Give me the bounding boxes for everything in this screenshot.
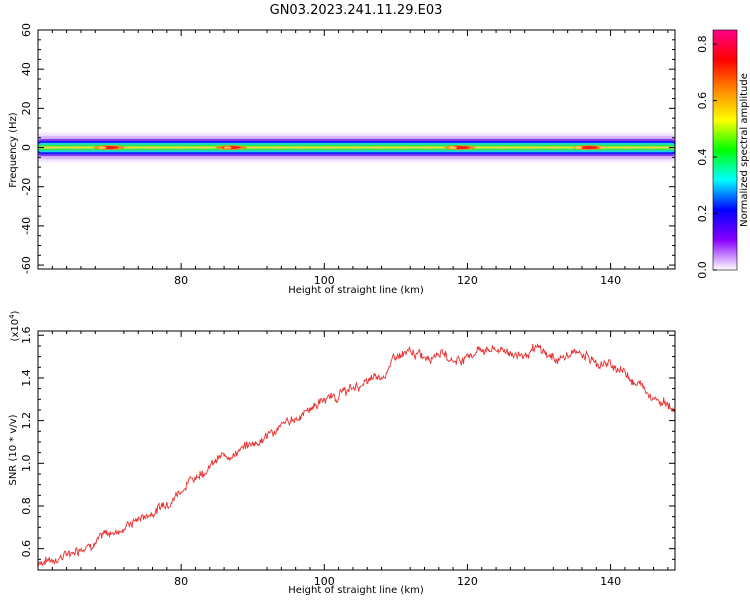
figure-title: GN03.2023.241.11.29.E03 (270, 3, 443, 18)
colorbar-tick-label: 0.6 (696, 92, 709, 110)
band-ripple (98, 146, 107, 149)
y-tick-label: 1.4 (20, 369, 33, 387)
x-tick-label: 120 (457, 575, 478, 588)
spectrogram-heatmap (38, 132, 675, 163)
y-tick-label: -40 (20, 217, 33, 235)
band-ripple (298, 146, 307, 149)
y-tick-label: 1.2 (20, 412, 33, 430)
band-ripple (123, 146, 132, 149)
x-tick-label: 80 (174, 274, 188, 287)
colorbar-label: Normalized spectral amplitude (739, 73, 750, 227)
band-ripple (198, 146, 207, 149)
y-tick-label: 0.6 (20, 540, 33, 558)
snr-y-label: SNR (10 * v/v) (8, 414, 19, 485)
colorbar-tick-label: 0.2 (696, 205, 709, 223)
y-tick-label: 0.8 (20, 497, 33, 515)
snr-x-label: Height of straight line (km) (288, 585, 424, 596)
spectrogram-x-label: Height of straight line (km) (288, 285, 424, 296)
y-tick-label: 1.6 (20, 327, 33, 345)
snr-series-line (38, 343, 675, 567)
band-ripple (48, 146, 57, 149)
y-tick-label: 0 (20, 144, 33, 151)
spectrogram-frame (37, 29, 676, 270)
band-ripple (373, 146, 382, 149)
colorbar: 0.0 0.2 0.4 0.6 0.8 Normalized spectral ampl… (696, 29, 750, 279)
spectrogram-ticks: 80 100 120 140 -60 -40 -20 0 20 40 60 (20, 23, 675, 287)
band-ripple (173, 146, 182, 149)
colorbar-tick-label: 0.4 (696, 148, 709, 166)
band-ripple (148, 146, 157, 149)
band-ripple (449, 146, 458, 149)
band-ripple (223, 146, 232, 149)
band-ripple (549, 146, 558, 149)
x-tick-label: 80 (174, 575, 188, 588)
y-tick-label: -60 (20, 256, 33, 274)
y-tick-label: -20 (20, 178, 33, 196)
snr-frame (37, 330, 676, 571)
colorbar-tick-label: 0.8 (696, 35, 709, 53)
band-ripple (599, 146, 608, 149)
colorbar-gradient (712, 29, 738, 271)
x-tick-label: 120 (457, 274, 478, 287)
band-ripple (323, 146, 332, 149)
snr-multiplier: (x104) (8, 310, 21, 341)
band-ripple (474, 146, 483, 149)
band-ripple (399, 146, 408, 149)
band-ripple (649, 146, 658, 149)
snr-ticks: 80 100 120 140 0.6 0.8 1.0 1.2 1.4 1.6 (20, 327, 675, 588)
spectrogram-y-label: Frequency (Hz) (8, 112, 19, 188)
band-ripple (624, 146, 633, 149)
x-tick-label: 100 (314, 274, 335, 287)
snr-panel: 80 100 120 140 0.6 0.8 1.0 1.2 1.4 1.6 Height of … (8, 310, 676, 596)
y-tick-label: 20 (20, 101, 33, 115)
band-ripple (348, 146, 357, 149)
hot-spot-3 (580, 145, 599, 150)
colorbar-tick-label: 0.0 (696, 261, 709, 279)
band-ripple (574, 146, 583, 149)
band-ripple (248, 146, 257, 149)
band-ripple (424, 146, 433, 149)
y-tick-label: 40 (20, 62, 33, 76)
band-ripple (499, 146, 508, 149)
x-tick-label: 100 (314, 575, 335, 588)
y-tick-label: 60 (20, 23, 33, 37)
band-ripple (73, 146, 82, 149)
x-tick-label: 140 (600, 575, 621, 588)
y-tick-label: 1.0 (20, 455, 33, 473)
x-tick-label: 140 (600, 274, 621, 287)
band-ripple (273, 146, 282, 149)
band-ripple (524, 146, 533, 149)
spectrogram-panel: 80 100 120 140 -60 -40 -20 0 20 40 60 Height of st… (8, 23, 676, 296)
colorbar-ticks: 0.0 0.2 0.4 0.6 0.8 (696, 35, 717, 279)
